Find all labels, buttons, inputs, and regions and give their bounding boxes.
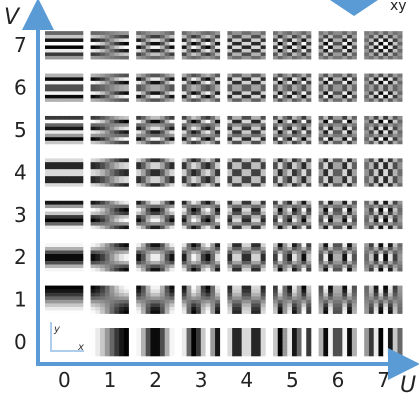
basis-tile-u4-v7 [227,31,265,59]
basis-tile-u5-v2 [273,243,311,271]
v-tick-0: 0 [14,330,27,354]
basis-tile-u4-v6 [227,74,265,102]
basis-tile-u6-v6 [319,74,357,102]
basis-tile-u0-v2 [45,243,83,271]
v-axis-label: V [4,5,21,30]
basis-tile-u5-v4 [273,158,311,186]
basis-tile-u3-v2 [182,243,220,271]
u-tick-5: 5 [286,368,299,392]
basis-tile-u1-v6 [91,74,129,102]
inset-y-label: y [53,324,61,335]
u-tick-4: 4 [240,368,253,392]
basis-tile-u6-v1 [319,286,357,314]
basis-tile-u7-v4 [364,158,402,186]
basis-tile-u1-v3 [91,201,129,229]
corner-label: xy [390,0,407,14]
v-tick-4: 4 [14,160,27,184]
basis-tile-u7-v6 [364,74,402,102]
v-tick-7: 7 [14,33,27,57]
inset-x-label: x [77,342,84,353]
basis-tile-u3-v7 [182,31,220,59]
basis-tile-u7-v3 [364,201,402,229]
basis-tile-u4-v5 [227,116,265,144]
basis-tile-u3-v0 [182,328,220,356]
basis-tile-u7-v1 [364,286,402,314]
u-tick-7: 7 [377,368,390,392]
v-tick-6: 6 [14,76,27,100]
basis-tile-u5-v1 [273,286,311,314]
basis-tile-u4-v4 [227,158,265,186]
basis-tile-u2-v0 [136,328,174,356]
basis-tile-u2-v1 [136,286,174,314]
basis-tile-u6-v5 [319,116,357,144]
basis-tile-u2-v7 [136,31,174,59]
basis-tile-u5-v7 [273,31,311,59]
v-tick-3: 3 [14,203,27,227]
basis-tile-u6-v2 [319,243,357,271]
u-tick-0: 0 [58,368,71,392]
basis-tile-u4-v1 [227,286,265,314]
basis-tile-u2-v5 [136,116,174,144]
basis-tile-u5-v3 [273,201,311,229]
basis-tile-u7-v0 [364,328,402,356]
basis-tile-u0-v1 [45,286,83,314]
basis-tile-u5-v0 [273,328,311,356]
v-tick-5: 5 [14,118,27,142]
v-tick-labels: 0 1 2 3 4 5 6 7 [14,33,27,354]
corner-badge [330,0,378,16]
basis-tile-u5-v6 [273,74,311,102]
u-tick-3: 3 [195,368,208,392]
basis-tile-u1-v5 [91,116,129,144]
basis-tile-u2-v3 [136,201,174,229]
basis-tile-u4-v2 [227,243,265,271]
basis-tile-u1-v0 [91,328,129,356]
basis-tile-u7-v7 [364,31,402,59]
basis-tile-u0-v5 [45,116,83,144]
basis-tile-u2-v6 [136,74,174,102]
u-tick-labels: 0 1 2 3 4 5 6 7 [58,368,390,392]
v-tick-1: 1 [14,288,27,312]
basis-tile-u0-v6 [45,74,83,102]
basis-tile-u1-v4 [91,158,129,186]
basis-tile-u6-v3 [319,201,357,229]
basis-tile-u5-v5 [273,116,311,144]
basis-tile-u3-v3 [182,201,220,229]
basis-tile-u4-v0 [227,328,265,356]
basis-tile-u2-v2 [136,243,174,271]
basis-tile-u3-v6 [182,74,220,102]
basis-tile-u1-v2 [91,243,129,271]
basis-tile-u7-v5 [364,116,402,144]
basis-tile-u6-v0 [319,328,357,356]
basis-tile-u1-v7 [91,31,129,59]
basis-tile-u0-v7 [45,31,83,59]
basis-tile-u4-v3 [227,201,265,229]
basis-tile-u0-v4 [45,158,83,186]
basis-tile-u3-v4 [182,158,220,186]
basis-tile-u3-v5 [182,116,220,144]
basis-tile-u6-v7 [319,31,357,59]
basis-tile-u3-v1 [182,286,220,314]
basis-tile-u1-v1 [91,286,129,314]
u-tick-1: 1 [104,368,117,392]
basis-tile-u7-v2 [364,243,402,271]
v-tick-2: 2 [14,245,27,269]
basis-tiles-grid [45,31,403,356]
basis-tile-u0-v3 [45,201,83,229]
u-tick-6: 6 [332,368,345,392]
u-axis-label: U [400,373,416,396]
basis-tile-u2-v4 [136,158,174,186]
basis-tile-u6-v4 [319,158,357,186]
u-tick-2: 2 [149,368,162,392]
